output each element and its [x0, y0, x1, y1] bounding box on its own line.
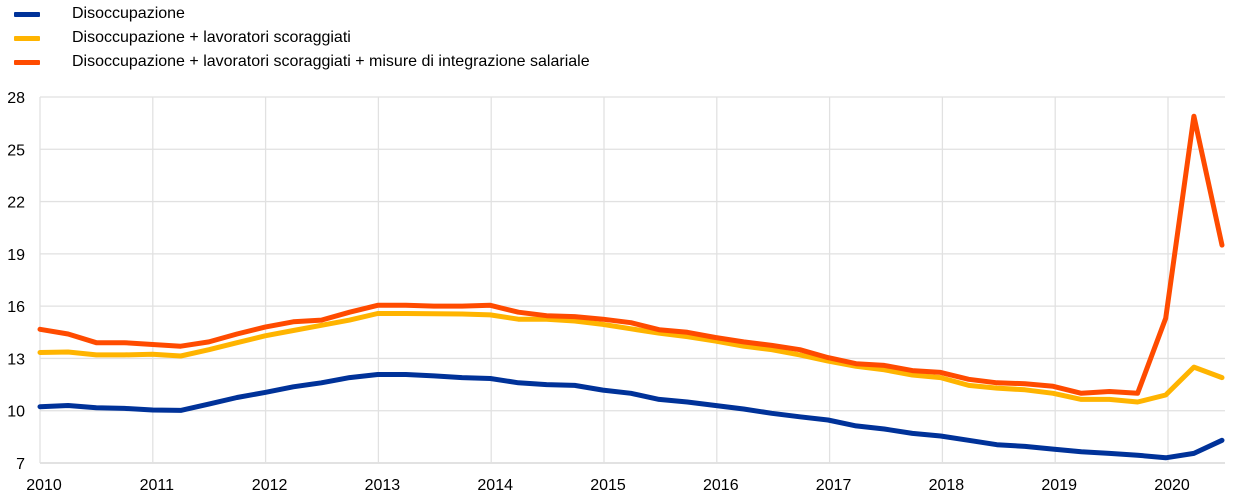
legend-label: Disoccupazione	[72, 5, 185, 22]
legend-label: Disoccupazione + lavoratori scoraggiati	[72, 29, 351, 46]
x-tick-label: 2020	[1154, 477, 1190, 494]
legend-item-integrazione: Disoccupazione + lavoratori scoraggiati …	[14, 50, 590, 74]
legend-label: Disoccupazione + lavoratori scoraggiati …	[72, 53, 590, 70]
x-tick-label: 2011	[140, 477, 175, 494]
series-line-1	[37, 311, 1225, 405]
x-tick-label: 2018	[929, 477, 965, 494]
y-tick-label: 28	[7, 90, 25, 107]
series-line-2	[37, 113, 1225, 396]
x-tick-label: 2014	[477, 477, 513, 494]
y-tick-label: 25	[7, 142, 25, 159]
x-tick-label: 2016	[703, 477, 739, 494]
legend-swatch	[14, 11, 40, 17]
y-tick-label: 16	[7, 299, 25, 316]
x-tick-label: 2010	[26, 477, 62, 494]
series-line-0	[37, 372, 1225, 461]
legend: Disoccupazione Disoccupazione + lavorato…	[14, 2, 590, 74]
x-tick-label: 2019	[1041, 477, 1077, 494]
y-tick-label: 22	[7, 195, 25, 212]
x-tick-label: 2012	[252, 477, 288, 494]
x-tick-label: 2015	[590, 477, 626, 494]
y-tick-label: 10	[7, 404, 25, 421]
x-tick-label: 2013	[365, 477, 401, 494]
legend-item-disoccupazione: Disoccupazione	[14, 2, 590, 26]
legend-item-scoraggiati: Disoccupazione + lavoratori scoraggiati	[14, 26, 590, 50]
legend-swatch	[14, 35, 40, 41]
y-tick-label: 13	[7, 351, 25, 368]
legend-swatch	[14, 59, 40, 65]
y-tick-label: 19	[7, 247, 25, 264]
y-tick-label: 7	[16, 456, 25, 473]
x-tick-label: 2017	[816, 477, 852, 494]
